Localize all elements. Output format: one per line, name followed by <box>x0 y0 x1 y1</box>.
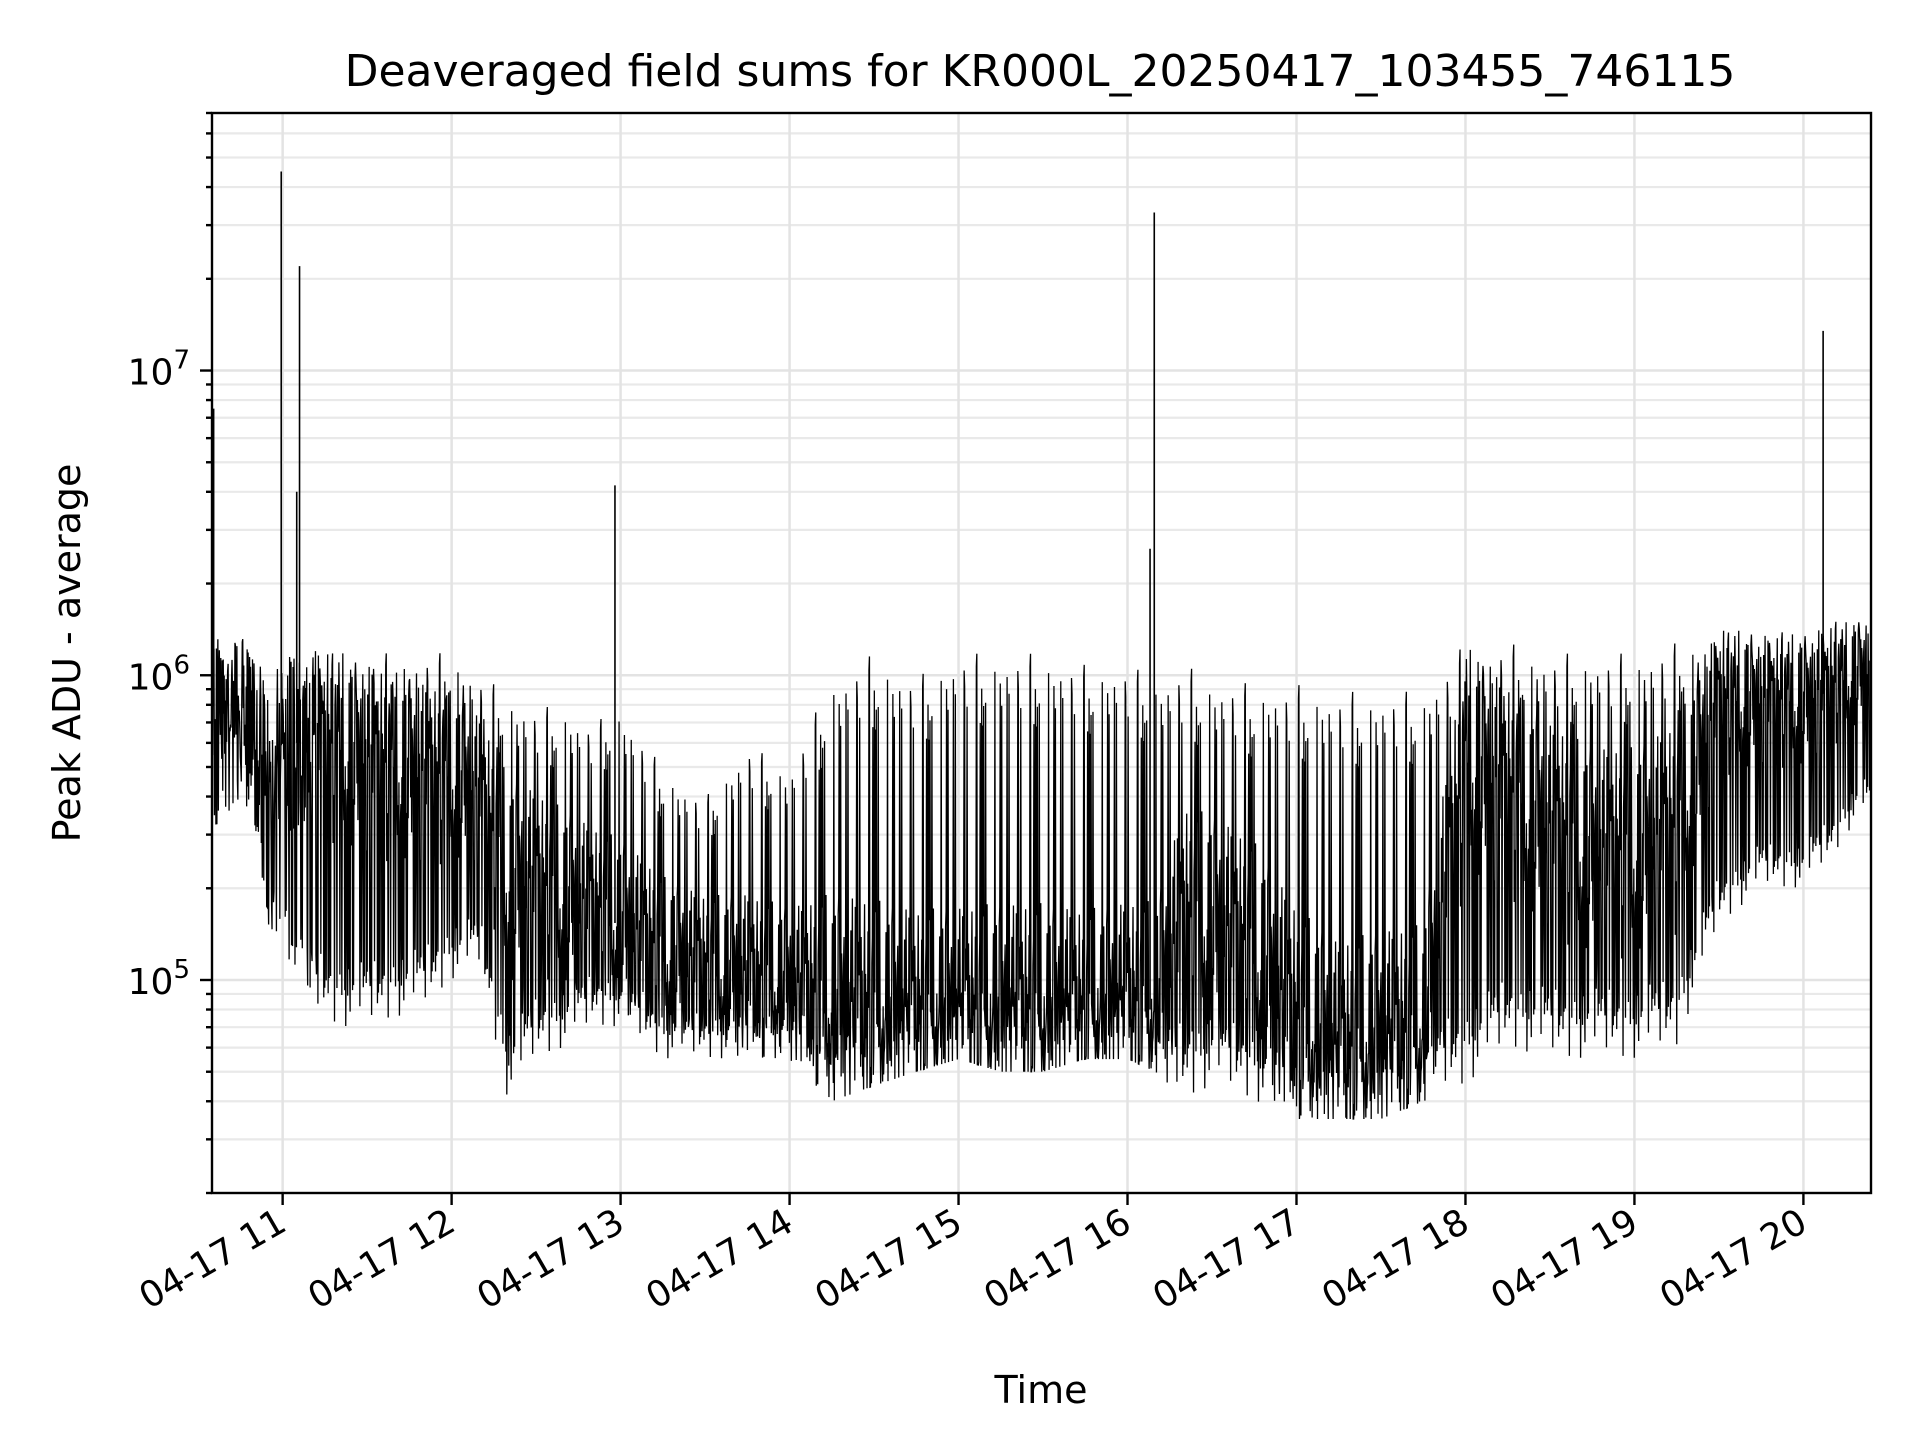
y-tick-label: 107 <box>128 346 190 394</box>
x-tick-label: 04-17 20 <box>1653 1201 1814 1317</box>
x-tick-label: 04-17 14 <box>639 1201 800 1317</box>
y-tick-label: 106 <box>128 650 190 698</box>
x-tick-label: 04-17 18 <box>1315 1201 1476 1317</box>
data-series-line <box>211 621 1872 1120</box>
series-layer <box>211 171 1872 1120</box>
x-tick-label: 04-17 15 <box>808 1201 969 1317</box>
x-tick-label: 04-17 12 <box>301 1201 462 1317</box>
x-tick-label: 04-17 13 <box>470 1201 631 1317</box>
y-tick-label: 105 <box>128 955 190 1003</box>
plot-frame <box>210 111 1873 1195</box>
x-tick-label: 04-17 11 <box>132 1201 293 1317</box>
y-axis: 105 106 107 <box>128 111 212 1195</box>
x-axis-label: Time <box>994 1368 1088 1412</box>
x-tick-label: 04-17 16 <box>977 1201 1138 1317</box>
x-tick-label: 04-17 19 <box>1484 1201 1645 1317</box>
chart-title: Deaveraged field sums for KR000L_2025041… <box>345 46 1736 97</box>
y-axis-label: Peak ADU - average <box>45 464 89 843</box>
x-tick-label: 04-17 17 <box>1146 1201 1307 1317</box>
x-axis: 04-17 11 04-17 12 04-17 13 04-17 14 04-17 15… <box>132 1193 1814 1318</box>
